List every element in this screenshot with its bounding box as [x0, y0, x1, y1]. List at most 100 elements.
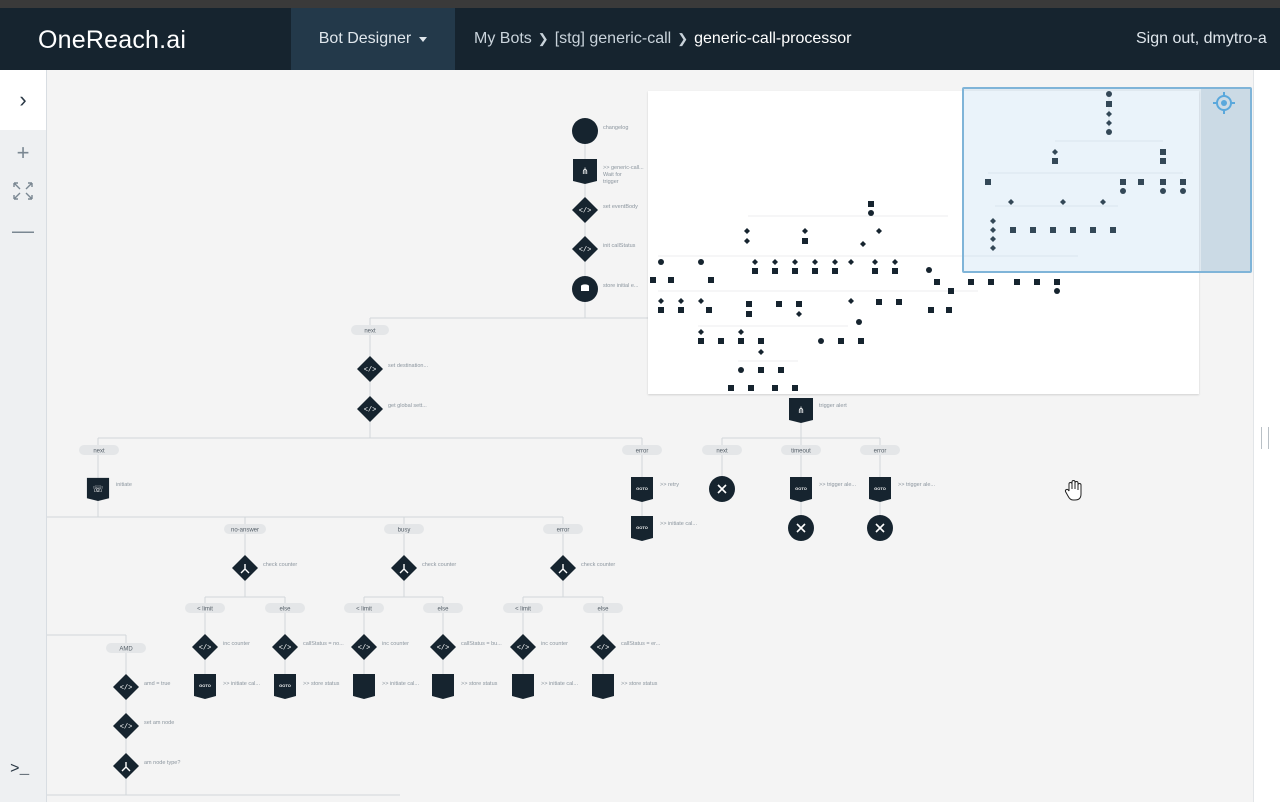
- check-counter-node[interactable]: [391, 555, 417, 581]
- set-am-node-label: set am node: [144, 720, 174, 726]
- get-global-settings-label: get global sett...: [388, 403, 427, 409]
- breadcrumb-my-bots[interactable]: My Bots: [474, 30, 532, 47]
- hierarchy-icon: ⋔: [797, 405, 805, 415]
- window-top-strip: [0, 0, 1280, 8]
- svg-text:error: error: [557, 528, 570, 534]
- svg-text:else: else: [597, 607, 609, 613]
- am-node-type-node[interactable]: [113, 753, 139, 779]
- svg-text:next: next: [716, 449, 728, 455]
- onereach-logo[interactable]: OneReach.ai: [38, 26, 187, 54]
- store-status-label: >> store status: [621, 681, 658, 687]
- inc-counter-label: inc counter: [382, 641, 409, 647]
- trigger-label: trigger: [603, 179, 619, 185]
- path-pill-limit[interactable]: [185, 603, 225, 613]
- chevron-right-icon[interactable]: ›: [0, 70, 46, 130]
- set-callstatus-node[interactable]: [272, 634, 298, 660]
- retry-label: >> retry: [660, 482, 679, 488]
- store-status-label: >> store status: [461, 681, 498, 687]
- right-panel-edge[interactable]: [1253, 70, 1280, 802]
- svg-text:GOTO: GOTO: [636, 486, 648, 491]
- minimap[interactable]: [648, 91, 1199, 394]
- path-pill-else[interactable]: [583, 603, 623, 613]
- svg-text:GOTO: GOTO: [199, 683, 211, 688]
- store-status-label: >> store status: [303, 681, 340, 687]
- zoom-in-icon[interactable]: +: [16, 140, 30, 165]
- init-callstatus-label: init callStatus: [603, 243, 636, 249]
- inc-counter-node[interactable]: [351, 634, 377, 660]
- path-pill-timeout[interactable]: [781, 445, 821, 455]
- bot-designer-label: Bot Designer: [318, 30, 412, 47]
- app-header: OneReach.ai Bot Designer My Bots ❯ [stg] g…: [0, 8, 1280, 70]
- svg-text:GOTO: GOTO: [636, 525, 648, 530]
- goto-store-status-node[interactable]: [592, 674, 614, 699]
- wait-for-label: Wait for: [603, 172, 622, 178]
- path-pill-else[interactable]: [423, 603, 463, 613]
- breadcrumb-bot[interactable]: [stg] generic-call: [554, 30, 672, 47]
- path-pill-limit[interactable]: [344, 603, 384, 613]
- svg-text:AMD: AMD: [119, 647, 133, 653]
- goto-store-status-node[interactable]: [432, 674, 454, 699]
- svg-text:< limit: < limit: [197, 607, 213, 613]
- sign-out-link[interactable]: Sign out, dmytro-a: [1136, 30, 1267, 47]
- end-flow-node[interactable]: [788, 515, 814, 541]
- amd-true-node[interactable]: [113, 674, 139, 700]
- path-pill-limit[interactable]: [503, 603, 543, 613]
- resize-grip[interactable]: [1261, 427, 1269, 449]
- get-global-settings-node[interactable]: [357, 396, 383, 422]
- set-destination-label: set destination...: [388, 363, 429, 369]
- svg-text:< limit: < limit: [356, 607, 372, 613]
- path-pill-error[interactable]: [860, 445, 900, 455]
- path-pill-next[interactable]: [79, 445, 119, 455]
- svg-text:GOTO: GOTO: [874, 486, 886, 491]
- minimap-graph: [650, 91, 1186, 391]
- path-pill-next[interactable]: [702, 445, 742, 455]
- fit-to-screen-icon[interactable]: [0, 176, 46, 206]
- initiate-call-label: >> initiate cal...: [541, 681, 578, 687]
- check-counter-node[interactable]: [232, 555, 258, 581]
- callstatus-label: callStatus = er...: [621, 641, 661, 647]
- crosshair-icon[interactable]: [1212, 91, 1236, 115]
- check-counter-label: check counter: [581, 562, 615, 568]
- changelog-node[interactable]: [572, 118, 598, 144]
- left-toolbar: › + —: [0, 70, 47, 802]
- bot-designer-menu[interactable]: Bot Designer: [291, 8, 455, 70]
- end-flow-node[interactable]: [867, 515, 893, 541]
- inc-counter-node[interactable]: [192, 634, 218, 660]
- path-pill-no-answer[interactable]: [224, 524, 266, 534]
- set-callstatus-node[interactable]: [430, 634, 456, 660]
- goto-initiate-node[interactable]: [353, 674, 375, 699]
- svg-text:busy: busy: [398, 528, 411, 534]
- check-counter-label: check counter: [422, 562, 456, 568]
- path-pill-else[interactable]: [265, 603, 305, 613]
- set-am-node-node[interactable]: [113, 713, 139, 739]
- callstatus-label: callStatus = no...: [303, 641, 344, 647]
- goto-initiate-node[interactable]: [512, 674, 534, 699]
- inc-counter-node[interactable]: [510, 634, 536, 660]
- hand-cursor-icon: [1064, 480, 1082, 501]
- set-eventbody-node[interactable]: [572, 197, 598, 223]
- terminal-icon[interactable]: >_: [10, 760, 30, 778]
- path-pill-busy[interactable]: [384, 524, 424, 534]
- set-destination-node[interactable]: [357, 356, 383, 382]
- caret-down-icon: [419, 36, 428, 42]
- generic-call-label: >> generic-call...: [603, 165, 644, 171]
- zoom-out-icon[interactable]: —: [12, 218, 34, 243]
- trigger-alert-label: trigger alert: [819, 403, 847, 409]
- breadcrumb: My Bots ❯ [stg] generic-call ❯ generic-call-…: [474, 30, 852, 48]
- path-pill-error[interactable]: [622, 445, 662, 455]
- svg-text:next: next: [93, 449, 105, 455]
- svg-text:no-answer: no-answer: [231, 528, 259, 534]
- phone-icon: ☏: [92, 484, 103, 494]
- check-counter-node[interactable]: [550, 555, 576, 581]
- inc-counter-label: inc counter: [223, 641, 250, 647]
- minimap-viewport[interactable]: [962, 87, 1252, 273]
- path-pill-next[interactable]: [351, 325, 389, 335]
- callstatus-label: callStatus = bu...: [461, 641, 502, 647]
- path-pill-amd[interactable]: [106, 643, 146, 653]
- breadcrumb-current-flow: generic-call-processor: [694, 30, 852, 47]
- set-callstatus-node[interactable]: [590, 634, 616, 660]
- init-callstatus-node[interactable]: [572, 236, 598, 262]
- path-pill-error[interactable]: [543, 524, 583, 534]
- end-flow-node[interactable]: [709, 476, 735, 502]
